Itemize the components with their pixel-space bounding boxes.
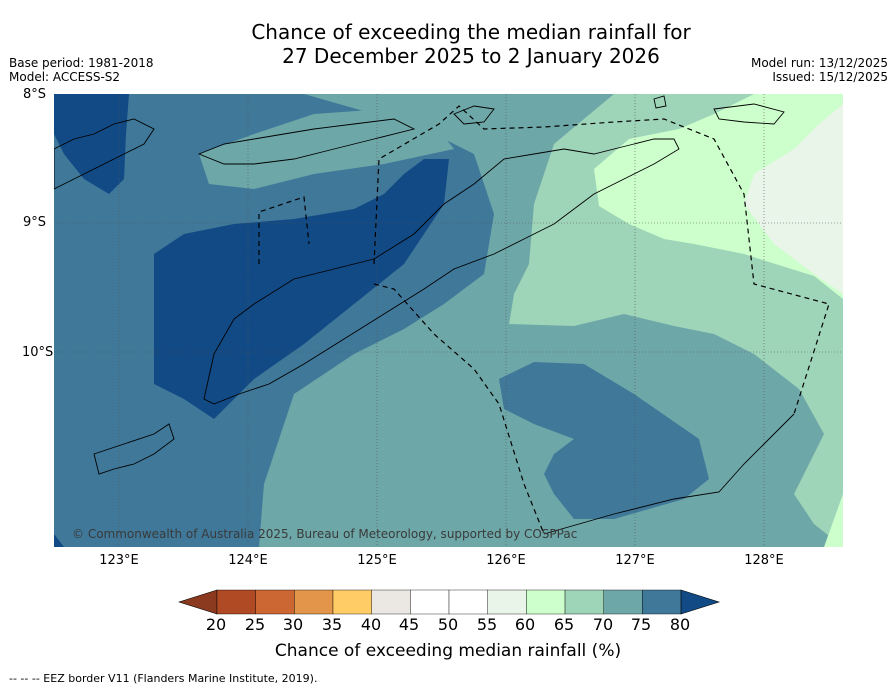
band-above-80-northwest: [54, 94, 129, 194]
colorbar-extend-low: [178, 589, 218, 615]
eez-border: [258, 105, 830, 535]
coastlines: [54, 95, 795, 535]
alor-islands: [197, 118, 416, 165]
colorbar-label: 75: [630, 615, 652, 634]
lat-label-9s: 9°S: [22, 215, 46, 230]
issued-date: Issued: 15/12/2025: [772, 70, 888, 84]
colorbar-segment: [564, 589, 604, 615]
eez-footnote: -- -- -- EEZ border V11 (Flanders Marine…: [9, 672, 318, 685]
band-above-80: [154, 159, 449, 419]
colorbar-label: 20: [205, 615, 227, 634]
rote-island: [93, 423, 175, 475]
colorbar-segment: [371, 589, 411, 615]
chart-title: Chance of exceeding the median rainfall …: [0, 20, 896, 68]
band-55-60: [744, 104, 843, 294]
lon-label-127e: 127°E: [615, 553, 655, 568]
colorbar-segment: [448, 589, 488, 615]
colorbar-label: 70: [592, 615, 614, 634]
lat-label-10s: 10°S: [22, 345, 54, 360]
colorbar-segment: [294, 589, 334, 615]
timor-coast-north: [203, 138, 680, 405]
colorbar-segment: [332, 589, 372, 615]
base-period: Base period: 1981-2018: [9, 56, 154, 70]
map-copyright: © Commonwealth of Australia 2025, Bureau…: [72, 527, 578, 541]
band-60-65-corner: [824, 494, 843, 547]
colorbar-label: 25: [244, 615, 266, 634]
colorbar-label: 80: [669, 615, 691, 634]
colorbar-label: 55: [476, 615, 498, 634]
colorbar: [178, 589, 721, 615]
colorbar-segment: [255, 589, 295, 615]
kisar-island: [653, 95, 667, 109]
colorbar-segment: [487, 589, 527, 615]
title-line-2: 27 December 2025 to 2 January 2026: [282, 44, 660, 68]
lon-label-128e: 128°E: [744, 553, 784, 568]
lon-label-124e: 124°E: [228, 553, 268, 568]
colorbar-label: 65: [553, 615, 575, 634]
model-run: Model run: 13/12/2025: [750, 56, 888, 70]
lon-label-126e: 126°E: [486, 553, 526, 568]
band-70-75-north: [199, 109, 454, 189]
colorbar-label: 40: [360, 615, 382, 634]
lon-label-125e: 125°E: [357, 553, 397, 568]
colorbar-segment: [410, 589, 450, 615]
colorbar-segment: [603, 589, 643, 615]
band-75-80-southeast: [499, 362, 709, 519]
south-coast-line: [543, 413, 795, 535]
leti-islands: [713, 103, 785, 125]
band-above-80-southwest: [54, 534, 64, 547]
meta-right: Model run: 13/12/2025 Issued: 15/12/2025: [751, 56, 888, 84]
colorbar-label: 60: [514, 615, 536, 634]
colorbar-segment: [526, 589, 566, 615]
flores-east: [54, 118, 155, 190]
rainfall-map: [54, 94, 843, 547]
title-line-1: Chance of exceeding the median rainfall …: [251, 20, 691, 44]
colorbar-extend-high: [680, 589, 721, 615]
colorbar-title: Chance of exceeding median rainfall (%): [274, 641, 622, 661]
colorbar-label: 30: [282, 615, 304, 634]
lat-label-8s: 8°S: [22, 87, 46, 102]
colorbar-segment: [216, 589, 256, 615]
map-gridlines: [54, 94, 843, 547]
colorbar-segment: [642, 589, 682, 615]
colorbar-label: 45: [398, 615, 420, 634]
model-name: Model: ACCESS-S2: [9, 70, 121, 84]
colorbar-label: 50: [437, 615, 459, 634]
wetar-island: [453, 105, 495, 125]
lon-label-123e: 123°E: [99, 553, 139, 568]
colorbar-label: 35: [321, 615, 343, 634]
meta-left: Base period: 1981-2018 Model: ACCESS-S2: [9, 56, 154, 84]
